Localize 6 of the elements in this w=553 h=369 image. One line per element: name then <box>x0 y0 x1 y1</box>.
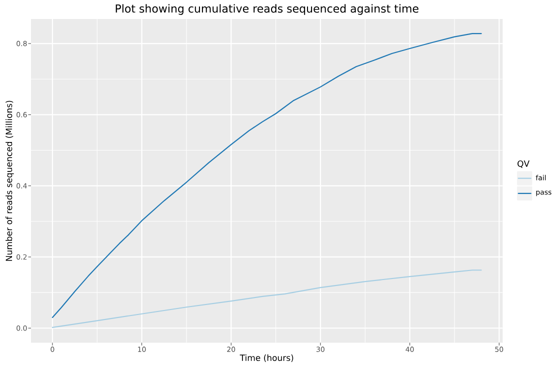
x-axis-title: Time (hours) <box>240 354 294 362</box>
line-series <box>52 270 482 328</box>
y-axis-title: Number of reads sequenced (Millions) <box>6 100 14 261</box>
legend-title: QV <box>518 160 530 168</box>
line-series <box>52 33 482 318</box>
chart-title: Plot showing cumulative reads sequenced against time <box>116 4 418 15</box>
